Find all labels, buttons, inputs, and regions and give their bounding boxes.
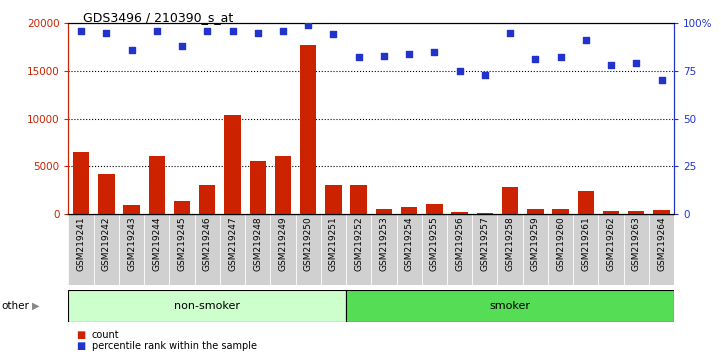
Bar	[603, 211, 619, 214]
Bar	[527, 209, 544, 214]
Text: other: other	[1, 301, 30, 311]
Bar	[653, 210, 670, 214]
Bar	[477, 213, 493, 214]
Text: non-smoker: non-smoker	[174, 301, 240, 311]
Text: GSM219245: GSM219245	[177, 216, 187, 271]
Text: GSM219242: GSM219242	[102, 216, 111, 271]
Bar	[451, 212, 468, 214]
Bar	[552, 209, 569, 214]
Point	[101, 30, 112, 35]
Text: GSM219263: GSM219263	[632, 216, 641, 271]
Bar	[73, 152, 89, 214]
Bar	[224, 115, 241, 214]
Bar	[249, 161, 266, 214]
Text: GSM219254: GSM219254	[404, 216, 414, 271]
Bar	[174, 201, 190, 214]
Text: smoker: smoker	[490, 301, 531, 311]
Text: GSM219243: GSM219243	[127, 216, 136, 271]
Text: ■: ■	[76, 330, 85, 340]
Point	[76, 28, 87, 34]
Text: GSM219255: GSM219255	[430, 216, 439, 271]
Point	[454, 68, 466, 74]
Text: GSM219259: GSM219259	[531, 216, 540, 271]
Text: GSM219251: GSM219251	[329, 216, 338, 271]
Point	[479, 72, 490, 78]
Text: GSM219253: GSM219253	[379, 216, 389, 271]
Point	[303, 22, 314, 28]
Text: percentile rank within the sample: percentile rank within the sample	[92, 341, 257, 351]
Point	[277, 28, 288, 34]
Point	[202, 28, 213, 34]
Point	[655, 78, 667, 83]
Bar	[300, 45, 317, 214]
Bar	[325, 185, 342, 214]
Text: ■: ■	[76, 341, 85, 351]
Point	[555, 55, 567, 60]
Bar	[350, 184, 367, 214]
Text: GSM219246: GSM219246	[203, 216, 212, 271]
Point	[176, 43, 187, 49]
Bar	[275, 156, 291, 214]
Point	[252, 30, 264, 35]
Point	[151, 28, 163, 34]
Text: GSM219247: GSM219247	[228, 216, 237, 271]
Point	[353, 55, 364, 60]
Point	[226, 28, 238, 34]
Point	[580, 38, 591, 43]
Text: GSM219252: GSM219252	[354, 216, 363, 271]
Bar	[123, 205, 140, 214]
Text: GSM219244: GSM219244	[152, 216, 162, 271]
Text: GSM219257: GSM219257	[480, 216, 490, 271]
Text: GDS3496 / 210390_s_at: GDS3496 / 210390_s_at	[83, 11, 233, 24]
Bar	[426, 204, 443, 214]
Bar	[376, 209, 392, 214]
Text: GSM219264: GSM219264	[657, 216, 666, 271]
Text: count: count	[92, 330, 119, 340]
Point	[505, 30, 516, 35]
Point	[327, 32, 339, 37]
Text: GSM219262: GSM219262	[606, 216, 616, 271]
Bar	[502, 187, 518, 214]
Text: ▶: ▶	[32, 301, 39, 311]
Text: GSM219260: GSM219260	[556, 216, 565, 271]
Text: GSM219256: GSM219256	[455, 216, 464, 271]
Point	[126, 47, 138, 53]
Point	[428, 49, 440, 55]
Text: GSM219249: GSM219249	[278, 216, 288, 271]
Bar	[68, 290, 346, 322]
Point	[630, 60, 642, 66]
Bar	[98, 174, 115, 214]
Bar	[401, 206, 417, 214]
Point	[378, 53, 389, 58]
Bar	[149, 156, 165, 214]
Bar	[628, 211, 645, 214]
Text: GSM219248: GSM219248	[253, 216, 262, 271]
Text: GSM219250: GSM219250	[304, 216, 313, 271]
Bar	[346, 290, 674, 322]
Point	[605, 62, 616, 68]
Text: GSM219241: GSM219241	[76, 216, 86, 271]
Point	[404, 51, 415, 56]
Text: GSM219261: GSM219261	[581, 216, 590, 271]
Point	[529, 57, 541, 62]
Bar	[578, 191, 594, 214]
Text: GSM219258: GSM219258	[505, 216, 515, 271]
Bar	[199, 185, 216, 214]
